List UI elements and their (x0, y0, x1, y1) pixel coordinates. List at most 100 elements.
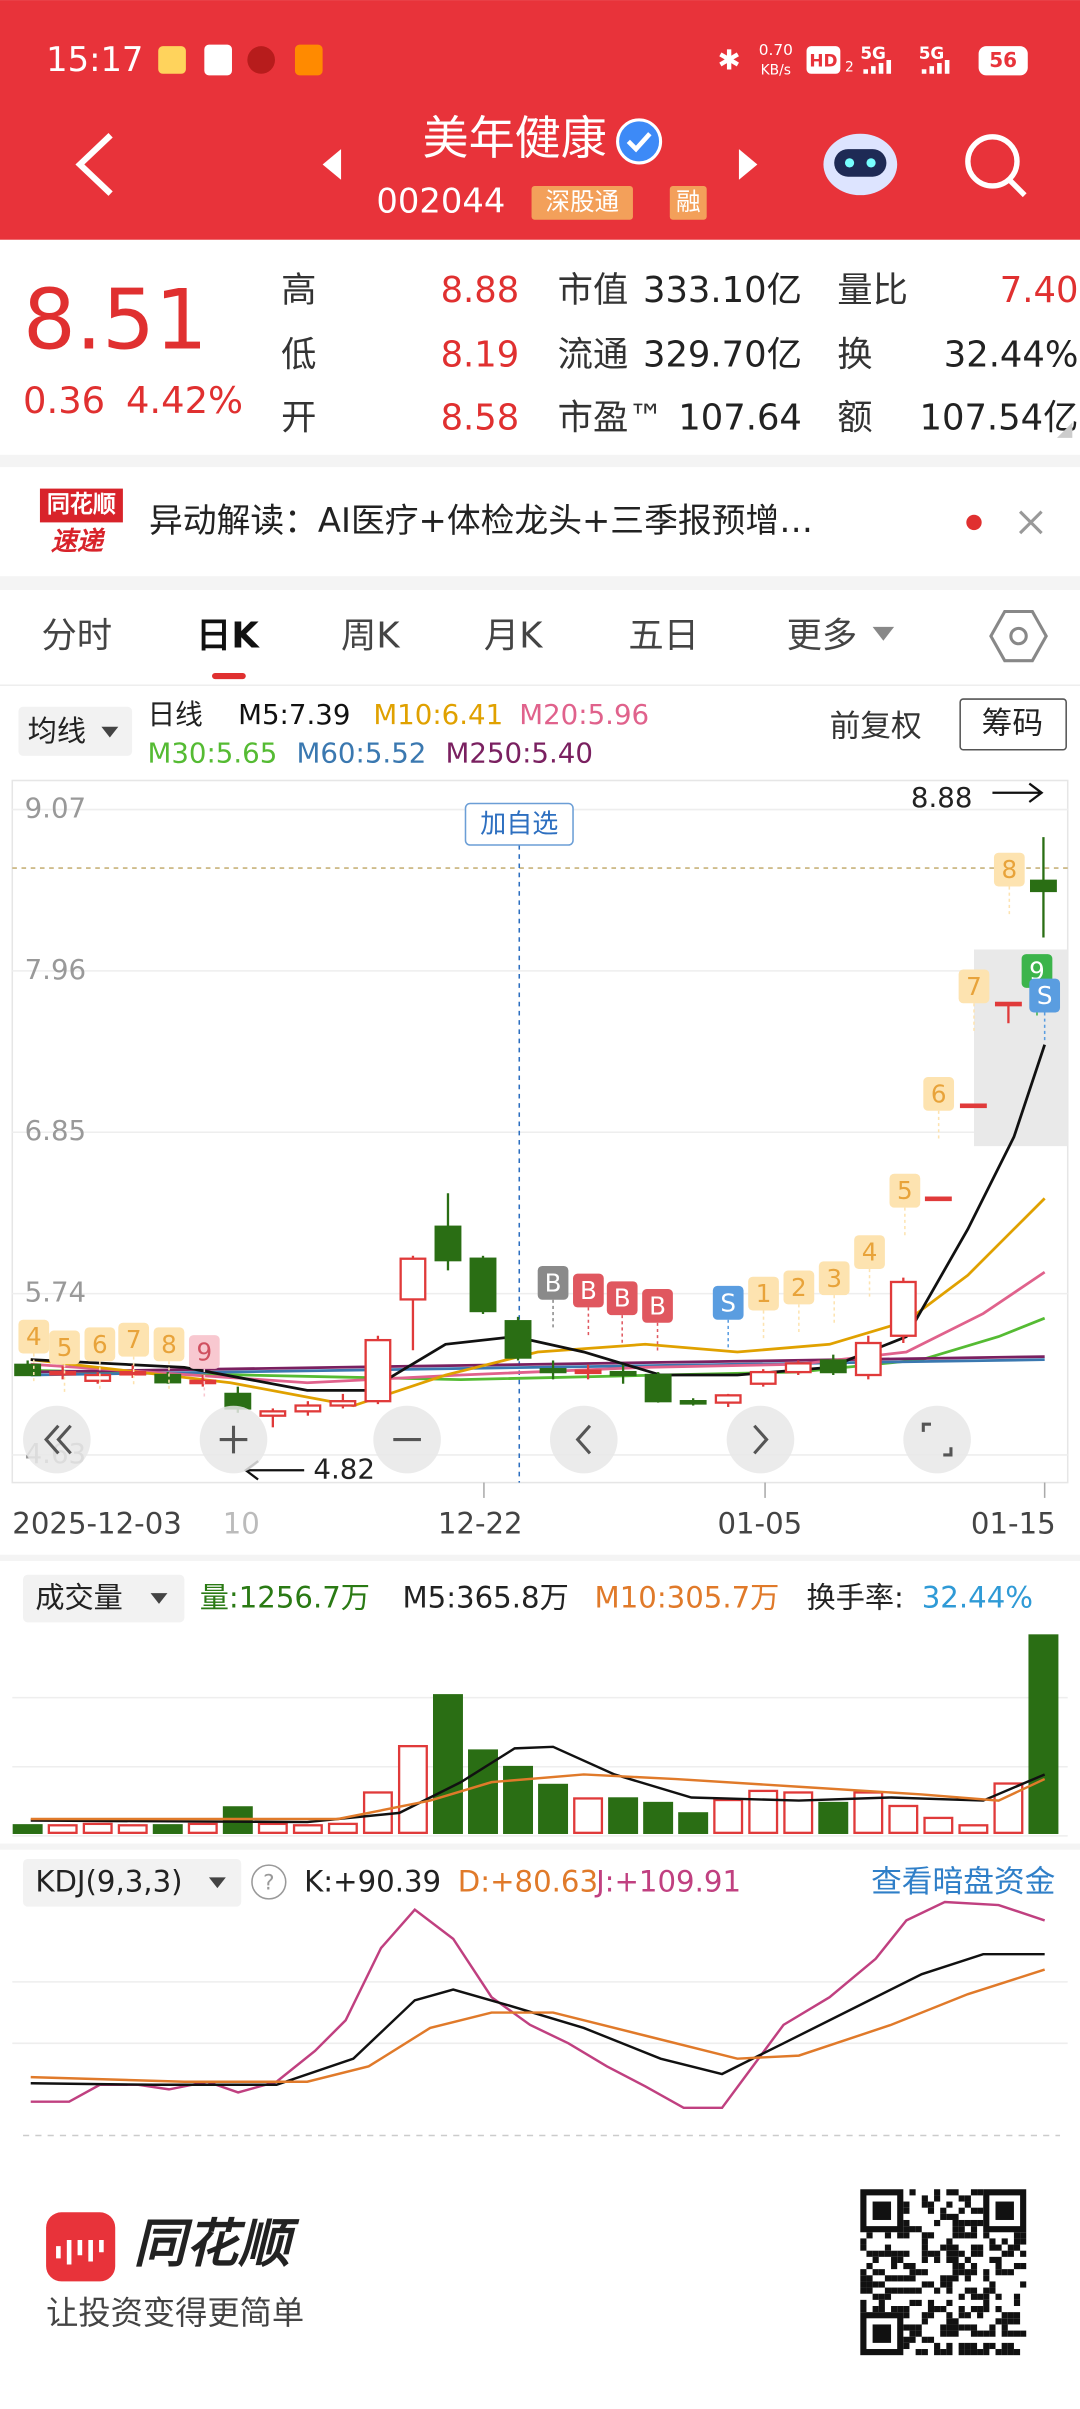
qr-cell (934, 2349, 941, 2356)
qr-cell (934, 2250, 941, 2257)
notice-close[interactable] (1018, 510, 1043, 535)
next[interactable] (726, 1405, 795, 1474)
qr-cell (1007, 2312, 1014, 2319)
qr-cell (1007, 2318, 1014, 2325)
qr-cell (884, 2250, 892, 2257)
hd-icon (806, 46, 841, 74)
qr-cell (903, 2312, 910, 2319)
help-icon[interactable] (251, 1864, 287, 1900)
qr-cell (958, 2312, 965, 2319)
chips-button[interactable] (959, 698, 1067, 751)
stat-value: 7.40 (1000, 270, 1079, 311)
qr-cell (903, 2219, 910, 2227)
candle-body (679, 1400, 707, 1405)
next-stock[interactable] (738, 149, 758, 180)
y-tick-label: 5.74 (25, 1276, 87, 1309)
settings[interactable] (989, 609, 1048, 663)
qr-cell (921, 2201, 928, 2208)
qr-cell (909, 2330, 916, 2337)
prev[interactable] (549, 1405, 618, 1474)
qr-cell (995, 2262, 1002, 2270)
qr-cell (983, 2275, 990, 2282)
qr-cell (909, 2275, 916, 2282)
signal-badge (889, 1173, 921, 1208)
y-tick-label: 9.07 (25, 792, 87, 825)
qr-cell (983, 2349, 990, 2356)
gap (0, 576, 1080, 590)
net-type: 5G (860, 43, 886, 63)
qr-cell (995, 2318, 1002, 2325)
volume-bar (923, 1816, 954, 1834)
date-label: 2025-12-03 (12, 1507, 182, 1541)
candle-body (714, 1394, 742, 1404)
volume-selector-text: 成交量 (35, 1580, 123, 1614)
qr-cell (970, 2269, 978, 2276)
qr-cell (903, 2207, 910, 2214)
tab[interactable]: 五日 (628, 616, 699, 657)
qr-cell (977, 2349, 984, 2356)
qr-cell (1001, 2318, 1008, 2325)
y-tick-label: 7.96 (25, 953, 87, 986)
tab[interactable]: 更多 (787, 616, 858, 657)
qr-cell (934, 2195, 941, 2202)
back-button[interactable] (75, 133, 113, 196)
tab[interactable]: 周K (341, 616, 400, 657)
qr-cell (884, 2275, 892, 2282)
qr-cell (964, 2256, 971, 2263)
settings-center (1009, 626, 1028, 646)
candle-body (469, 1257, 497, 1313)
qr-cell (891, 2306, 898, 2313)
ma-selector[interactable] (18, 706, 133, 756)
tab[interactable]: 日K (196, 616, 260, 657)
fullscreen[interactable] (903, 1405, 971, 1474)
volume-bar (397, 1744, 428, 1834)
notice-logo-top (39, 488, 123, 523)
qr-finder (860, 2189, 904, 2233)
volume-bar (257, 1822, 288, 1834)
qr-cell (1013, 2349, 1021, 2356)
signal-text: 8 (161, 1330, 177, 1359)
volume-bar (678, 1812, 709, 1834)
qr-cell (995, 2244, 1002, 2251)
candle-body (49, 1370, 77, 1376)
tag (531, 185, 633, 220)
qr-cell (946, 2330, 953, 2337)
adjust[interactable]: 前复权 (830, 709, 922, 745)
tab[interactable]: 月K (484, 616, 543, 657)
qr-cell (989, 2256, 996, 2263)
notice-text[interactable]: 异动解读：AI医疗+体检龙头+三季报预增… (149, 501, 813, 540)
qr-cell (970, 2262, 978, 2270)
qr-cell (915, 2299, 922, 2307)
volume-selector[interactable] (23, 1574, 185, 1623)
qr-finder (860, 2312, 904, 2356)
volume-bar (538, 1783, 569, 1834)
qr-cell (927, 2207, 935, 2214)
watch-button[interactable] (464, 802, 574, 846)
icon (575, 1424, 592, 1455)
qr-cell (977, 2293, 984, 2300)
tab[interactable]: 分时 (41, 616, 112, 657)
stat-value: 8.19 (441, 334, 520, 375)
search-button[interactable] (965, 134, 1020, 189)
signal-badge (606, 1281, 638, 1316)
qr-cell (903, 2324, 910, 2331)
qr-cell (921, 2312, 928, 2319)
candle-body (924, 1196, 952, 1202)
kdj-selector[interactable] (23, 1858, 242, 1907)
prev-stock[interactable] (322, 149, 342, 180)
volume-bar (573, 1797, 604, 1834)
qr-cell (970, 2306, 978, 2313)
qr-cell (1020, 2330, 1027, 2337)
qr-cell (964, 2312, 971, 2319)
qr-cell (983, 2306, 990, 2313)
qr-cell (952, 2262, 959, 2270)
qr-cell (1001, 2342, 1008, 2350)
qr-cell (860, 2269, 867, 2276)
candle-body (434, 1225, 462, 1262)
qr-cell (909, 2189, 916, 2196)
dark-pool-link[interactable]: 查看暗盘资金 (871, 1864, 1055, 1900)
qr-cell (970, 2189, 978, 2196)
qr-cell (970, 2293, 978, 2300)
